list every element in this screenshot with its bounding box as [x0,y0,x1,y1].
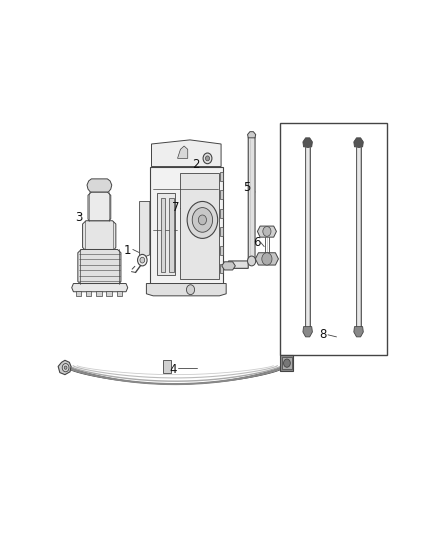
Bar [150,166,223,284]
Text: 7: 7 [172,201,179,214]
Text: 1: 1 [124,244,131,257]
Polygon shape [303,138,312,147]
Polygon shape [354,327,363,337]
Bar [220,190,223,199]
Circle shape [187,285,194,295]
Circle shape [62,364,69,372]
Bar [220,172,223,181]
Polygon shape [247,132,256,138]
Polygon shape [66,365,285,384]
Bar [220,227,223,236]
Bar [170,198,173,272]
Text: 8: 8 [319,328,327,341]
Circle shape [247,256,256,266]
Bar [220,264,223,273]
Bar [282,358,292,369]
Polygon shape [58,360,71,375]
Circle shape [64,366,67,369]
Circle shape [205,156,209,161]
Polygon shape [177,146,188,158]
Text: 6: 6 [253,236,261,249]
Text: 2: 2 [192,158,199,171]
Polygon shape [88,192,111,221]
Circle shape [187,201,218,238]
Polygon shape [303,327,312,337]
Text: 5: 5 [243,181,250,193]
Bar [76,291,81,296]
Polygon shape [140,201,150,259]
Bar [86,291,92,296]
Bar [220,209,223,218]
Circle shape [283,359,290,367]
Polygon shape [72,284,128,292]
Text: 3: 3 [75,212,82,224]
Bar [96,291,102,296]
Polygon shape [258,226,276,237]
Polygon shape [146,284,226,296]
Circle shape [192,207,212,232]
Polygon shape [354,138,363,147]
Circle shape [262,253,272,265]
Circle shape [138,254,147,266]
Polygon shape [229,261,248,268]
Polygon shape [78,249,121,284]
Bar [280,356,293,371]
Polygon shape [152,140,221,166]
Polygon shape [180,173,219,279]
Bar [106,291,112,296]
Bar [163,360,171,373]
Polygon shape [157,193,175,276]
Polygon shape [255,253,279,265]
Polygon shape [222,262,235,270]
Circle shape [263,227,271,236]
Circle shape [140,257,145,263]
Bar [220,246,223,255]
Text: 4: 4 [170,363,177,376]
Bar [280,124,387,356]
Polygon shape [83,221,116,249]
Bar [356,147,361,327]
Bar [161,198,165,272]
Circle shape [198,215,206,225]
Polygon shape [248,134,255,261]
Bar [117,291,122,296]
Bar [305,147,311,327]
Circle shape [203,153,212,164]
Polygon shape [87,179,112,192]
